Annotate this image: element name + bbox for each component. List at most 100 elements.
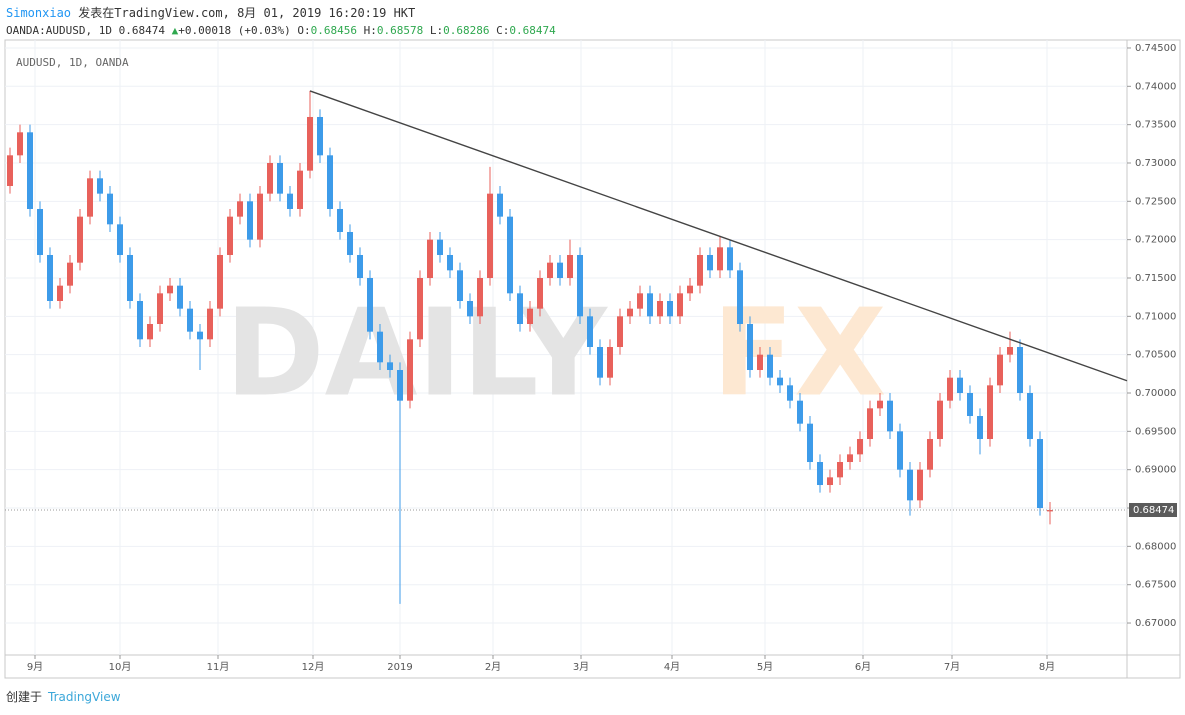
- candle-body: [597, 347, 603, 378]
- candle-body: [1047, 510, 1053, 512]
- candle-body: [107, 193, 113, 225]
- candle-body: [677, 293, 683, 317]
- y-tick-label: 0.72000: [1135, 235, 1176, 246]
- change: +0.00018 (+0.03%): [178, 24, 291, 37]
- candle-body: [37, 208, 43, 255]
- y-tick-label: 0.69500: [1135, 426, 1176, 437]
- y-tick-label: 0.70500: [1135, 350, 1176, 361]
- candle-body: [787, 385, 793, 401]
- candle-body: [607, 347, 613, 378]
- l: 0.68286: [443, 24, 490, 37]
- candle-body: [817, 462, 823, 486]
- candle-body: [7, 155, 13, 186]
- candle-body: [927, 439, 933, 470]
- x-tick-label: 5月: [757, 661, 773, 673]
- o: 0.68456: [310, 24, 358, 37]
- candle-body: [537, 277, 543, 309]
- symbol: OANDA:AUDUSD, 1D: [6, 24, 112, 37]
- candle-body: [117, 224, 123, 255]
- candle-body: [387, 362, 393, 371]
- candle-body: [657, 300, 663, 317]
- candle-body: [407, 339, 413, 401]
- c-label: C:: [496, 24, 510, 37]
- candle-body: [27, 132, 33, 209]
- candle-body: [707, 254, 713, 271]
- grid: [5, 40, 1127, 655]
- candle-body: [427, 239, 433, 278]
- h: 0.68578: [376, 24, 424, 37]
- author[interactable]: Simonxiao: [6, 6, 72, 20]
- candle-body: [367, 277, 373, 332]
- x-tick-label: 12月: [302, 661, 325, 673]
- candle-body: [1027, 393, 1033, 440]
- candle-body: [17, 132, 23, 156]
- candle-body: [757, 354, 763, 371]
- y-tick-label: 0.67000: [1135, 618, 1176, 629]
- y-tick-label: 0.74500: [1135, 43, 1176, 54]
- candle-body: [327, 155, 333, 209]
- candle-body: [217, 254, 223, 309]
- candle-body: [317, 116, 323, 156]
- candle-body: [887, 400, 893, 432]
- candle-body: [627, 308, 633, 317]
- candle-body: [637, 293, 643, 309]
- candle-body: [517, 293, 523, 324]
- candle-body: [617, 316, 623, 348]
- candle-body: [97, 178, 103, 194]
- candle-body: [147, 323, 153, 340]
- candle-body: [1017, 347, 1023, 394]
- candle-body: [857, 439, 863, 455]
- h-label: H:: [363, 24, 377, 37]
- candle-body: [357, 254, 363, 278]
- candle-body: [397, 370, 403, 401]
- line2: OANDA:AUDUSD, 1D 0.68474 ▲+0.00018 (+0.0…: [6, 22, 556, 40]
- candle-body: [827, 477, 833, 486]
- x-tick-label: 9月: [27, 661, 43, 673]
- candle-body: [987, 385, 993, 440]
- candle-body: [247, 201, 253, 240]
- candle-body: [207, 308, 213, 340]
- candle-body: [467, 300, 473, 317]
- candle-body: [487, 193, 493, 278]
- last-price-label: 0.68474: [1133, 505, 1174, 516]
- y-tick-label: 0.70000: [1135, 388, 1176, 399]
- y-tick-label: 0.74000: [1135, 81, 1176, 92]
- candle-body: [67, 262, 73, 286]
- candle-body: [567, 254, 573, 278]
- o-label: O:: [297, 24, 311, 37]
- candle-body: [337, 208, 343, 232]
- x-tick-label: 7月: [944, 661, 960, 673]
- x-tick-label: 4月: [664, 661, 680, 673]
- trendline: [309, 90, 1128, 382]
- candle-body: [277, 162, 283, 194]
- candle-body: [417, 277, 423, 340]
- chart: DAILY FX AUDUSD, 1D, OANDA 0.670000.6750…: [4, 39, 1181, 679]
- y-tick-label: 0.71500: [1135, 273, 1176, 284]
- candle-body: [47, 254, 53, 301]
- created: 创建于: [6, 690, 43, 704]
- candle-body: [807, 423, 813, 463]
- x-tick-label: 11月: [207, 661, 230, 673]
- candle-body: [967, 393, 973, 417]
- candle-body: [917, 469, 923, 501]
- published: 发表在TradingView.com, 8月 01, 2019 16:20:19…: [78, 6, 416, 20]
- candle-body: [797, 400, 803, 424]
- line1: Simonxiao 发表在TradingView.com, 8月 01, 201…: [6, 4, 556, 22]
- header: Simonxiao 发表在TradingView.com, 8月 01, 201…: [6, 4, 556, 40]
- candle-body: [557, 262, 563, 278]
- candle-body: [687, 285, 693, 294]
- brand[interactable]: TradingView: [48, 690, 121, 704]
- candle-body: [697, 254, 703, 286]
- candle-body: [737, 270, 743, 324]
- candle-body: [937, 400, 943, 440]
- candle-body: [157, 293, 163, 324]
- candle-body: [237, 201, 243, 217]
- candle-body: [867, 408, 873, 440]
- candle-body: [877, 400, 883, 409]
- x-tick-label: 8月: [1039, 661, 1055, 673]
- candle-body: [587, 316, 593, 348]
- x-tick-label: 2月: [485, 661, 501, 673]
- candle-body: [947, 377, 953, 401]
- y-tick-label: 0.73500: [1135, 120, 1176, 131]
- candle-body: [87, 178, 93, 217]
